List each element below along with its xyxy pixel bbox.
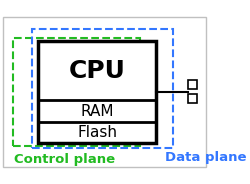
Bar bbox=[32, 29, 174, 148]
Bar bbox=[38, 41, 156, 143]
Text: Data plane: Data plane bbox=[165, 151, 246, 164]
Bar bbox=[188, 80, 197, 89]
Text: Flash: Flash bbox=[77, 125, 117, 140]
Bar bbox=[188, 94, 197, 103]
Text: RAM: RAM bbox=[80, 104, 114, 118]
Text: CPU: CPU bbox=[69, 59, 126, 83]
Bar bbox=[13, 38, 140, 146]
Text: Control plane: Control plane bbox=[14, 153, 116, 166]
